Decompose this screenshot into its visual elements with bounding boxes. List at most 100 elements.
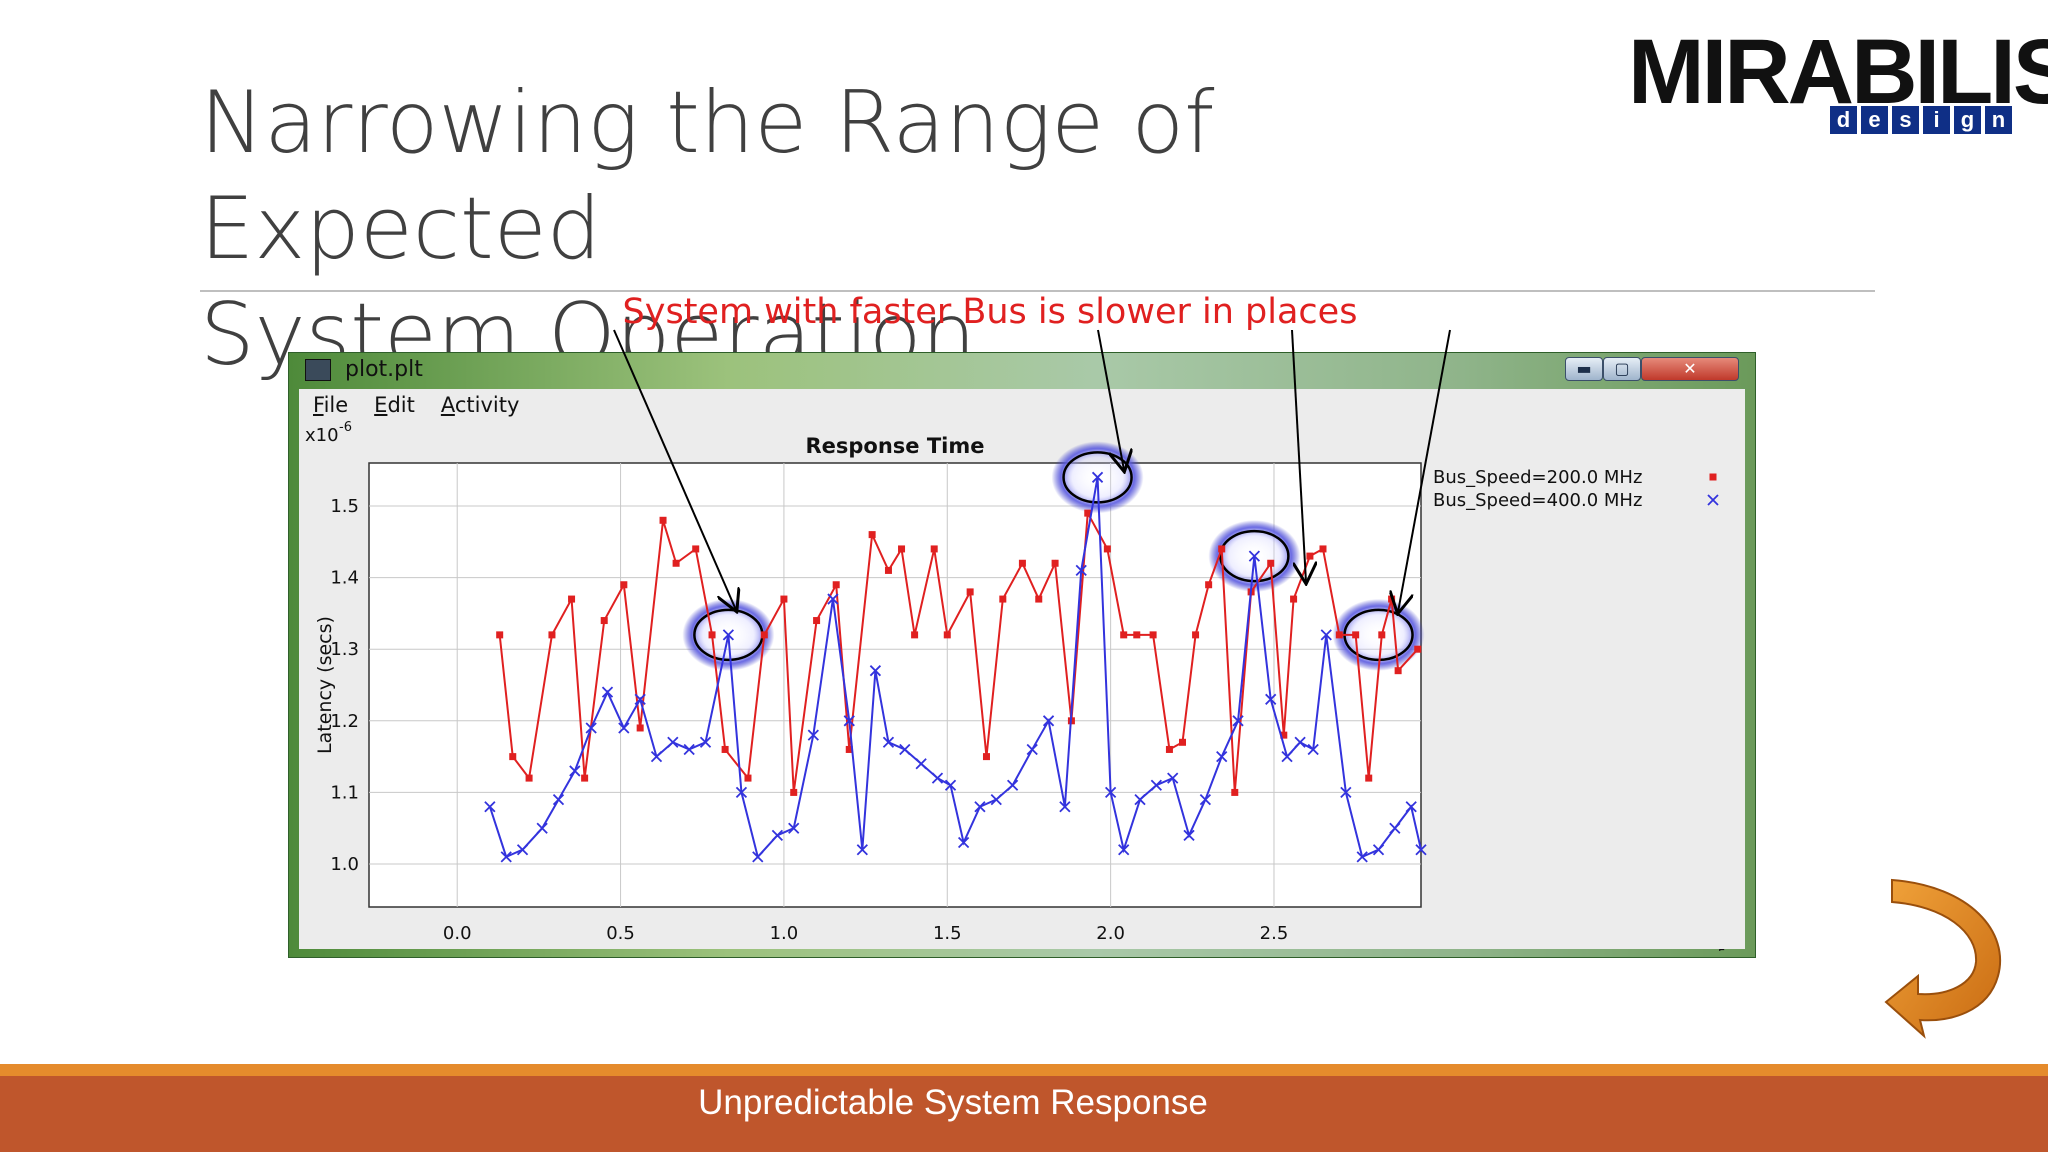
data-point [744,774,752,782]
data-point [1183,829,1195,842]
data-point [1335,631,1343,639]
data-point [1389,822,1401,834]
data-point [1320,629,1332,641]
window-client: File Edit Activity 0.0 0.5 1.0 1.5 2.0 2.5 1.0… [299,389,1745,951]
data-point [1356,851,1368,863]
data-point [1026,743,1038,756]
y-tick-label: 1.4 [330,568,359,589]
data-point [1281,750,1293,763]
menu-edit[interactable]: Edit [374,393,415,417]
data-point [1306,552,1314,560]
data-point [620,581,628,589]
data-point [721,745,729,753]
y-tick-label: 1.2 [330,711,359,732]
data-point [618,722,630,734]
footer-text: Unpredictable System Response [698,1083,1208,1122]
data-point [1165,745,1173,753]
logo-letter: s [1892,106,1919,134]
data-point [1218,545,1226,553]
data-point [1290,595,1298,603]
data-point [1179,738,1187,746]
data-point [708,631,716,639]
legend-marker [1709,473,1717,481]
data-point [943,631,951,639]
data-point [868,531,876,539]
data-point [1415,844,1427,856]
data-point [869,665,882,677]
data-point [667,736,679,748]
data-point [899,743,911,756]
legend-marker [1707,494,1719,506]
y-tick-label: 1.5 [330,496,359,517]
data-point [569,765,581,777]
data-point [898,545,906,553]
data-point [771,829,784,842]
data-point [915,758,927,770]
back-arrow-icon[interactable] [1880,872,2010,1052]
y-tick-label: 1.3 [330,639,359,660]
data-point [692,545,700,553]
data-point [659,516,667,524]
data-point [636,724,644,732]
data-point [930,545,938,553]
logo-letter: i [1923,106,1950,134]
data-point [827,593,839,605]
menu-file[interactable]: File [313,393,349,417]
data-point [832,581,840,589]
data-point [1091,471,1104,483]
data-point [760,631,768,639]
plot-window[interactable]: plot.plt ▬ ▢ ✕ File Edit Activity 0.0 0.5… [288,352,1756,958]
data-point [1394,667,1402,675]
data-point [1006,779,1019,791]
data-point [845,745,853,753]
data-point [843,715,855,727]
data-point [780,595,788,603]
slide-title: Narrowing the Range of Expected System O… [200,73,1215,385]
response-time-chart: 0.0 0.5 1.0 1.5 2.0 2.5 1.0 1.1 1.2 1.3 1.4 1.5 Resp… [305,420,1726,951]
data-point [790,788,798,796]
data-point [735,786,748,799]
data-point [1051,559,1059,567]
y-exponent: -6 [339,420,352,435]
data-point [944,779,957,791]
data-point [516,844,529,856]
data-point [813,617,821,625]
data-point [1059,801,1071,813]
x-tick-label: 1.0 [770,923,799,944]
data-point [1248,550,1261,562]
title-divider [200,290,1875,292]
data-point [1319,545,1327,553]
data-point [856,844,868,856]
data-point [884,566,892,574]
data-point [1167,772,1179,784]
menu-activity[interactable]: Activity [440,393,520,417]
data-point [999,595,1007,603]
data-point [601,686,614,698]
data-point [683,743,695,756]
minimize-button[interactable]: ▬ [1565,357,1603,381]
data-point [990,793,1002,806]
data-point [957,836,970,849]
data-point [1149,631,1157,639]
data-point [1075,564,1087,577]
data-point [699,736,712,748]
maximize-button[interactable]: ▢ [1603,357,1641,381]
logo-letter: n [1985,106,2012,134]
data-point [966,588,974,596]
data-point [600,617,608,625]
x-tick-label: 2.0 [1096,923,1125,944]
data-point [1192,631,1200,639]
logo-subtitle: d e s i g n [1830,106,2012,134]
data-point [1267,559,1275,567]
y-axis-label: Latency (secs) [314,616,336,754]
footer-accent [0,1064,2048,1076]
data-point [1118,844,1130,856]
data-point [931,772,944,784]
data-point [536,822,548,834]
data-point [1307,743,1319,756]
menu-bar: File Edit Activity [299,389,1745,421]
data-point [568,595,576,603]
close-button[interactable]: ✕ [1641,357,1739,381]
data-point [1084,509,1092,517]
data-point [1133,631,1141,639]
